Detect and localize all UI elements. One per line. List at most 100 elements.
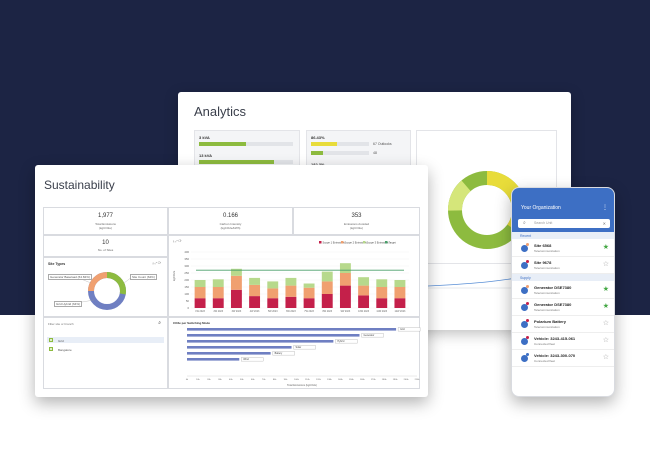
analytics-left-panel: 3 kVA 13 kVA <box>194 130 300 170</box>
favorite-star-icon[interactable]: ☆ <box>602 354 609 361</box>
unit-name: Site 9678 <box>534 260 552 265</box>
favorite-star-icon[interactable]: ★ <box>602 286 609 293</box>
switching-mode-panel: CO2e per Switching Mode Grid Generator Hybr… <box>168 317 420 389</box>
y-tick-label: 350 <box>184 257 189 261</box>
close-icon[interactable]: ✕ <box>602 220 606 226</box>
alert-badge <box>526 260 529 263</box>
x-tick-label: 11W 2023 <box>376 310 387 313</box>
hbar-label: Battery <box>275 352 283 355</box>
search-icon[interactable]: ⌕ <box>158 320 161 326</box>
panel-toolbar-icons[interactable]: ⤓ ⤢ ⟳ <box>173 239 182 243</box>
legend-swatch <box>385 241 388 244</box>
alert-badge <box>526 319 529 322</box>
mobile-title: Your Organization <box>521 205 561 211</box>
x-tick-label: 100k <box>294 379 300 381</box>
x-tick-label: 180k <box>382 379 388 381</box>
x-tick-label: 7W 2023 <box>304 310 314 313</box>
checkbox[interactable] <box>49 338 53 342</box>
hbar-label-box <box>335 339 358 344</box>
x-tick-label: 110k <box>305 379 310 381</box>
mobile-unit-row[interactable]: Vehicle: 3243-300-070 Connected fleet ☆ <box>512 350 614 367</box>
legend-label: Scope 3 Emissions <box>367 241 390 245</box>
analytics-row-label: 13 kVA <box>199 153 213 158</box>
unit-icon <box>521 321 528 328</box>
mobile-section-label: Supply <box>520 275 531 280</box>
bar-segment <box>249 277 261 285</box>
x-tick-label: 10k <box>196 379 200 381</box>
y-tick-label: 50 <box>186 299 190 303</box>
filter-item-label: Grid <box>58 338 64 343</box>
bar-segment <box>230 268 242 276</box>
unit-subtitle: Telecommunication <box>534 325 560 329</box>
chart-title: CO2e per Switching Mode <box>173 321 210 325</box>
bar-segment <box>376 279 388 287</box>
legend-swatch <box>363 241 366 244</box>
hbar-label-box <box>361 333 384 338</box>
menu-icon[interactable]: ⋮ <box>602 205 608 211</box>
mobile-section-header: Supply <box>512 274 614 281</box>
x-tick-label: 160k <box>360 379 366 381</box>
y-tick-label: 100 <box>184 292 189 296</box>
mobile-section-label: Recent <box>520 233 532 238</box>
x-tick-label: 70k <box>262 379 266 381</box>
mobile-unit-row[interactable]: Generator DSE7380 Telecommunication ★ <box>512 282 614 299</box>
unit-icon <box>521 262 528 269</box>
mobile-unit-row[interactable]: Generator DSE7380 Telecommunication ★ <box>512 299 614 316</box>
bar-segment <box>321 281 333 294</box>
panel-toolbar-icons[interactable]: ⤓ ⤢ ⟳ <box>152 261 161 265</box>
x-tick-label: 210k <box>415 379 421 381</box>
hbar <box>187 340 334 343</box>
mobile-unit-row[interactable]: Polarium Battery Telecommunication ☆ <box>512 316 614 333</box>
analytics-bar-fill <box>199 142 246 146</box>
bar-segment <box>285 285 297 297</box>
x-tick-label: 50k <box>240 379 244 381</box>
bar-segment <box>339 285 351 308</box>
bar-segment <box>249 296 261 308</box>
checkbox[interactable] <box>49 347 53 351</box>
kpi-value: 1,977 <box>97 213 113 219</box>
favorite-star-icon[interactable]: ☆ <box>602 337 609 344</box>
mobile-unit-row[interactable]: Vehicle: 3243-415-061 Connected fleet ☆ <box>512 333 614 350</box>
y-tick-label: 150 <box>184 285 189 289</box>
x-tick-label: 6W 2023 <box>286 310 296 313</box>
mobile-app-window: Your Organization ⋮ ⌕ Search Unit ✕ Rece… <box>511 187 615 397</box>
bar-segment <box>321 271 333 282</box>
sustainability-title: Sustainability <box>44 178 115 192</box>
favorite-star-icon[interactable]: ★ <box>602 244 609 251</box>
filter-item-selected[interactable] <box>47 337 164 343</box>
donut-callout: Site Count (64%) <box>130 274 157 280</box>
alert-badge <box>526 353 529 356</box>
legend-label: Scope 1 Emissions <box>323 241 346 245</box>
x-tick-label: 5W 2023 <box>268 310 278 313</box>
analytics-third-label: 182.3% <box>311 162 325 167</box>
bar-segment <box>339 263 351 273</box>
mobile-unit-row[interactable]: Site 6568 Telecommunication ★ <box>512 240 614 257</box>
site-types-donut <box>75 272 133 310</box>
hbar <box>187 358 240 361</box>
favorite-star-icon[interactable]: ☆ <box>602 261 609 268</box>
bar-segment <box>194 298 206 308</box>
emissions-stacked-bar-chart: Scope 1 Emissions Scope 2 Emissions Scope … <box>172 241 409 313</box>
mobile-search-field[interactable]: ⌕ Search Unit ✕ <box>518 219 610 228</box>
bar-segment <box>230 289 242 308</box>
favorite-star-icon[interactable]: ☆ <box>602 320 609 327</box>
bar-segment <box>212 287 224 299</box>
analytics-middle-panel: 86.43% 67 Outlooks 48 182.3% <box>306 130 411 170</box>
filter-item-label: Bangalore <box>58 347 72 352</box>
unit-subtitle: Telecommunication <box>534 249 560 253</box>
analytics-note: 67 Outlooks <box>373 142 392 146</box>
x-tick-label: 130k <box>327 379 333 381</box>
kpi-value: 10 <box>102 240 109 246</box>
search-icon: ⌕ <box>523 220 526 226</box>
mobile-unit-row[interactable]: Site 9678 Telecommunication ☆ <box>512 257 614 274</box>
unit-name: Generator DSE7380 <box>534 285 572 290</box>
bar-segment <box>249 284 261 297</box>
favorite-star-icon[interactable]: ★ <box>602 303 609 310</box>
donut-callout: Generator Baseload (64.84%) <box>48 274 92 280</box>
analytics-bar-track <box>199 142 293 146</box>
filter-input[interactable]: Filter site or branch <box>48 322 74 326</box>
x-tick-label: 2W 2023 <box>213 310 223 313</box>
unit-icon <box>521 355 528 362</box>
bar-segment <box>194 280 206 287</box>
y-tick-label: 250 <box>184 271 189 275</box>
